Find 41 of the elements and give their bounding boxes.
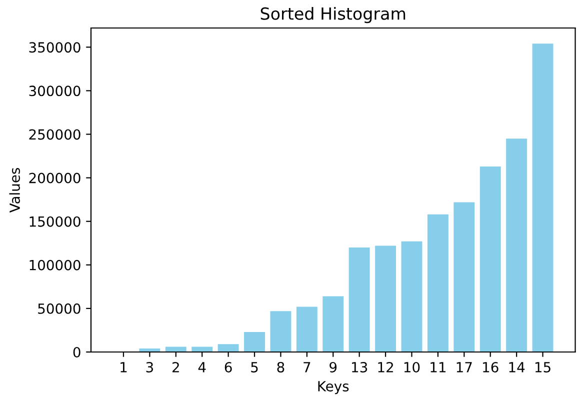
bar bbox=[427, 214, 448, 352]
bar bbox=[506, 138, 528, 352]
chart-title: Sorted Histogram bbox=[260, 7, 406, 24]
y-tick-label: 50000 bbox=[38, 303, 80, 314]
x-tick-label: 7 bbox=[304, 362, 310, 372]
y-tick-label: 100000 bbox=[30, 260, 80, 270]
bar bbox=[322, 296, 344, 352]
bar bbox=[348, 247, 370, 352]
y-tick-label: 250000 bbox=[29, 129, 80, 140]
bar bbox=[244, 332, 265, 352]
y-tick-label: 300000 bbox=[29, 86, 80, 96]
x-tick-label: 9 bbox=[330, 362, 337, 372]
x-tick-label: 17 bbox=[456, 362, 472, 372]
y-tick-label: 150000 bbox=[30, 216, 80, 227]
x-tick-label: 12 bbox=[378, 362, 393, 372]
x-tick-label: 14 bbox=[509, 362, 525, 372]
x-tick-label: 2 bbox=[172, 362, 179, 372]
bar bbox=[454, 202, 475, 352]
x-tick-label: 8 bbox=[277, 362, 284, 372]
x-axis-title: Keys bbox=[318, 381, 349, 394]
x-tick-label: 5 bbox=[251, 362, 258, 372]
bar bbox=[270, 311, 292, 352]
x-tick-label: 6 bbox=[224, 362, 232, 372]
x-tick-label: 13 bbox=[352, 362, 368, 372]
x-tick-label: 15 bbox=[535, 362, 550, 372]
bar bbox=[375, 246, 396, 352]
bar bbox=[480, 166, 501, 352]
y-tick-label: 200000 bbox=[29, 172, 80, 184]
bar bbox=[296, 306, 318, 352]
y-axis-title: Values bbox=[9, 168, 20, 213]
x-tick-label: 10 bbox=[404, 362, 420, 372]
y-tick-label: 0 bbox=[73, 346, 80, 358]
x-tick-label: 1 bbox=[120, 362, 127, 372]
x-tick-label: 16 bbox=[483, 362, 498, 372]
bar bbox=[218, 344, 239, 352]
bar bbox=[532, 44, 554, 352]
x-tick-label: 4 bbox=[198, 362, 206, 372]
bar bbox=[401, 241, 422, 352]
x-tick-label: 11 bbox=[430, 362, 446, 372]
x-tick-label: 3 bbox=[146, 362, 153, 372]
y-tick-label: 350000 bbox=[29, 42, 80, 53]
